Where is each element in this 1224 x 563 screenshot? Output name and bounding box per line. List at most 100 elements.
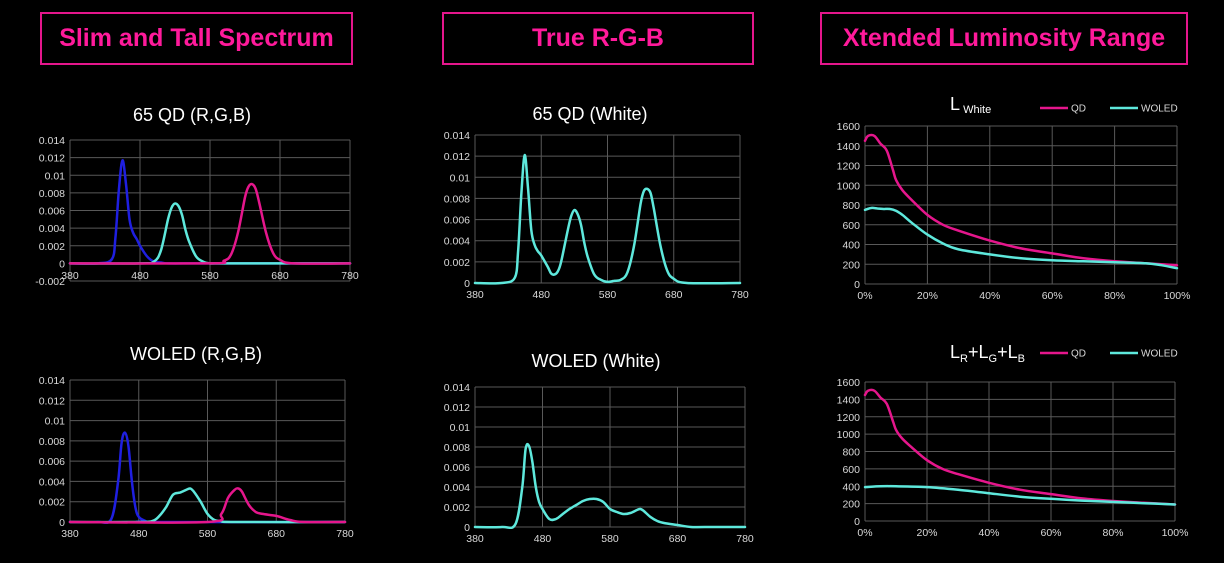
x-tick-label: 20% [916,527,937,539]
y-tick-label: 1400 [837,141,861,153]
chart-title-subscript: G [989,353,998,365]
x-tick-label: 0% [857,527,872,539]
y-tick-label: 800 [842,200,860,212]
y-tick-label: 600 [842,464,860,476]
chart-woled-white: WOLED (White) 0 0.002 0.004 0.006 0.008 0.01 0.… [444,351,754,545]
y-tick-label: 0 [59,258,65,270]
x-tick-label: 0% [857,290,872,302]
chart-qd-rgb: 65 QD (R,G,B) -0.002 0 0.002 0.004 0.006 0.008… [35,105,359,288]
chart-title-part: +L [997,342,1018,362]
y-tick-label: 0.012 [39,395,65,407]
y-tick-label: 0.012 [444,151,470,163]
chart-title: 65 QD (R,G,B) [133,105,251,125]
y-tick-label: 0 [464,522,470,534]
x-tick-label: 580 [199,528,217,540]
y-tick-label: 0.014 [39,375,65,387]
y-tick-label: 0.012 [39,153,65,165]
x-tick-label: 680 [665,289,683,301]
x-tick-label: 780 [736,533,754,545]
chart-title-part: L [950,342,960,362]
y-tick-label: 0.006 [39,456,65,468]
x-tick-label: 380 [61,528,79,540]
y-tick-label: 1200 [837,412,861,424]
header-slim-tall-spectrum: Slim and Tall Spectrum [40,12,353,65]
y-tick-label: 0.012 [444,402,470,414]
y-tick-label: 1200 [837,161,861,173]
y-tick-label: 0.004 [444,236,470,248]
y-tick-label: 0 [59,517,65,529]
y-tick-label: -0.002 [35,276,65,288]
x-tick-label: 40% [978,527,999,539]
y-tick-label: 0.002 [444,257,470,269]
y-tick-label: 1000 [837,429,861,441]
y-tick-label: 1000 [837,180,861,192]
chart-title: WOLED (White) [531,351,660,371]
x-tick-label: 680 [669,533,687,545]
series-line-cyan [473,442,747,530]
chart-title-subscript: B [1018,353,1025,365]
y-tick-label: 0.008 [444,193,470,205]
y-tick-label: 0.004 [444,482,470,494]
x-tick-label: 480 [131,270,149,282]
y-tick-label: 600 [842,220,860,232]
x-tick-label: 40% [979,290,1000,302]
chart-l-white: L White 0 200 400 600 800 1000 1200 1400 1600 0% 20… [837,94,1191,302]
legend-label: WOLED [1141,104,1178,115]
x-tick-label: 100% [1164,290,1191,302]
x-tick-label: 60% [1040,527,1061,539]
y-tick-label: 0.008 [39,188,65,200]
x-tick-label: 20% [917,290,938,302]
y-tick-label: 800 [842,447,860,459]
series-line-cyan [473,153,742,285]
x-tick-label: 80% [1104,290,1125,302]
series-line-cyan [863,484,1177,506]
x-tick-label: 100% [1162,527,1189,539]
y-tick-label: 400 [842,481,860,493]
y-tick-label: 0 [854,516,860,528]
legend-label: QD [1071,104,1086,115]
x-tick-label: 580 [601,533,619,545]
x-tick-label: 380 [466,289,484,301]
x-tick-label: 780 [731,289,749,301]
y-tick-label: 0.014 [444,382,470,394]
x-tick-label: 380 [466,533,484,545]
y-tick-label: 400 [842,240,860,252]
x-tick-label: 780 [336,528,354,540]
y-tick-label: 0.002 [444,502,470,514]
series-line-cyan [863,206,1179,270]
x-tick-label: 480 [532,289,550,301]
x-tick-label: 680 [271,270,289,282]
header-true-rgb: True R-G-B [442,12,754,65]
y-tick-label: 0.006 [444,215,470,227]
legend-label: WOLED [1141,349,1178,360]
header-xtended-luminosity: Xtended Luminosity Range [820,12,1188,65]
y-tick-label: 0.01 [450,422,471,434]
chart-woled-rgb: WOLED (R,G,B) 0 0.002 0.004 0.006 0.008 0.01 0.… [39,344,354,540]
chart-title-subscript: R [960,353,968,365]
y-tick-label: 1600 [837,377,861,389]
y-tick-label: 0.006 [39,206,65,218]
chart-title: LR+LG+LB [950,342,1025,365]
chart-title: 65 QD (White) [532,104,647,124]
y-tick-label: 0.008 [39,436,65,448]
y-tick-label: 0.004 [39,476,65,488]
x-tick-label: 780 [341,270,359,282]
x-tick-label: 480 [130,528,148,540]
x-tick-label: 580 [599,289,617,301]
chart-title-main: L [950,94,960,114]
y-tick-label: 0.01 [45,416,66,428]
chart-title: L White [950,94,991,116]
y-tick-label: 1400 [837,394,861,406]
y-tick-label: 0.014 [444,130,470,142]
y-tick-label: 0.004 [39,223,65,235]
y-tick-label: 1600 [837,121,861,133]
x-tick-label: 80% [1102,527,1123,539]
x-tick-label: 380 [61,270,79,282]
y-tick-label: 0.002 [39,497,65,509]
series-line-magenta [68,182,352,265]
y-tick-label: 0 [464,278,470,290]
chart-title: WOLED (R,G,B) [130,344,262,364]
y-tick-label: 0.014 [39,135,65,147]
y-tick-label: 0.002 [39,241,65,253]
chart-title-part: +L [968,342,989,362]
